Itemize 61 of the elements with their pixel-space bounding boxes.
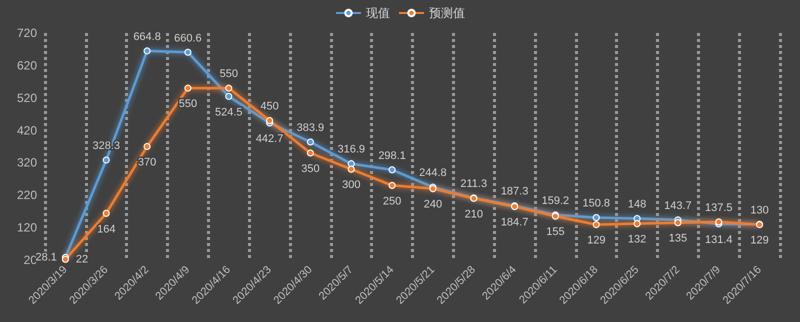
point (306, 149, 314, 156)
point (225, 92, 232, 100)
point (184, 48, 192, 56)
point (102, 156, 110, 164)
data-label: 350 (301, 162, 320, 175)
data-label: 300 (342, 179, 360, 192)
data-label: 210 (464, 208, 483, 220)
data-label: 148 (628, 198, 646, 210)
y-tick-label: 220 (16, 188, 38, 202)
data-label: 316.9 (337, 144, 366, 156)
point (102, 210, 110, 217)
data-label: 524.5 (214, 106, 243, 118)
y-tick-label: 720 (16, 26, 38, 40)
legend-label: 现值 (366, 6, 390, 20)
data-label: 450 (260, 100, 279, 113)
data-label: 159.2 (542, 194, 570, 207)
data-label: 244.8 (419, 167, 447, 180)
point (388, 182, 396, 189)
data-label: 28.1 (35, 251, 57, 264)
point (634, 220, 641, 228)
legend-label: 预测值 (429, 6, 465, 20)
data-label: 129 (587, 234, 606, 247)
data-label: 22 (76, 253, 88, 266)
data-label: 135 (668, 232, 688, 245)
data-label: 550 (178, 98, 198, 110)
data-label: 442.7 (256, 132, 284, 145)
data-label: 550 (220, 68, 238, 80)
data-label: 660.6 (174, 32, 202, 44)
y-tick-label: 620 (16, 58, 38, 72)
y-tick-label: 120 (16, 220, 38, 235)
data-label: 187.3 (500, 186, 528, 198)
point (184, 84, 192, 92)
data-label: 129 (750, 234, 769, 247)
y-tick-label: 320 (16, 156, 38, 170)
y-tick-label: 420 (16, 123, 38, 138)
data-label: 184.7 (500, 216, 528, 229)
point (306, 138, 314, 146)
data-label: 211.3 (460, 178, 488, 190)
data-label: 298.1 (378, 150, 406, 162)
point (144, 143, 151, 150)
data-label: 164 (97, 223, 116, 236)
point (674, 219, 682, 226)
data-label: 155 (546, 226, 565, 238)
data-label: 137.5 (704, 202, 733, 214)
point (348, 166, 355, 173)
data-label: 370 (138, 156, 156, 168)
data-label: 143.7 (664, 200, 692, 212)
point (592, 214, 600, 222)
data-label: 130 (750, 204, 769, 216)
data-label: 131.4 (704, 234, 733, 246)
point (388, 166, 396, 174)
data-label: 664.8 (133, 30, 161, 43)
data-label: 132 (628, 234, 646, 246)
data-label: 240 (424, 198, 442, 211)
data-label: 383.9 (296, 122, 324, 134)
data-label: 150.8 (582, 198, 610, 210)
point (592, 221, 600, 228)
point (225, 84, 232, 92)
data-label: 250 (382, 195, 402, 208)
point (144, 47, 151, 54)
y-tick-label: 520 (16, 90, 38, 105)
